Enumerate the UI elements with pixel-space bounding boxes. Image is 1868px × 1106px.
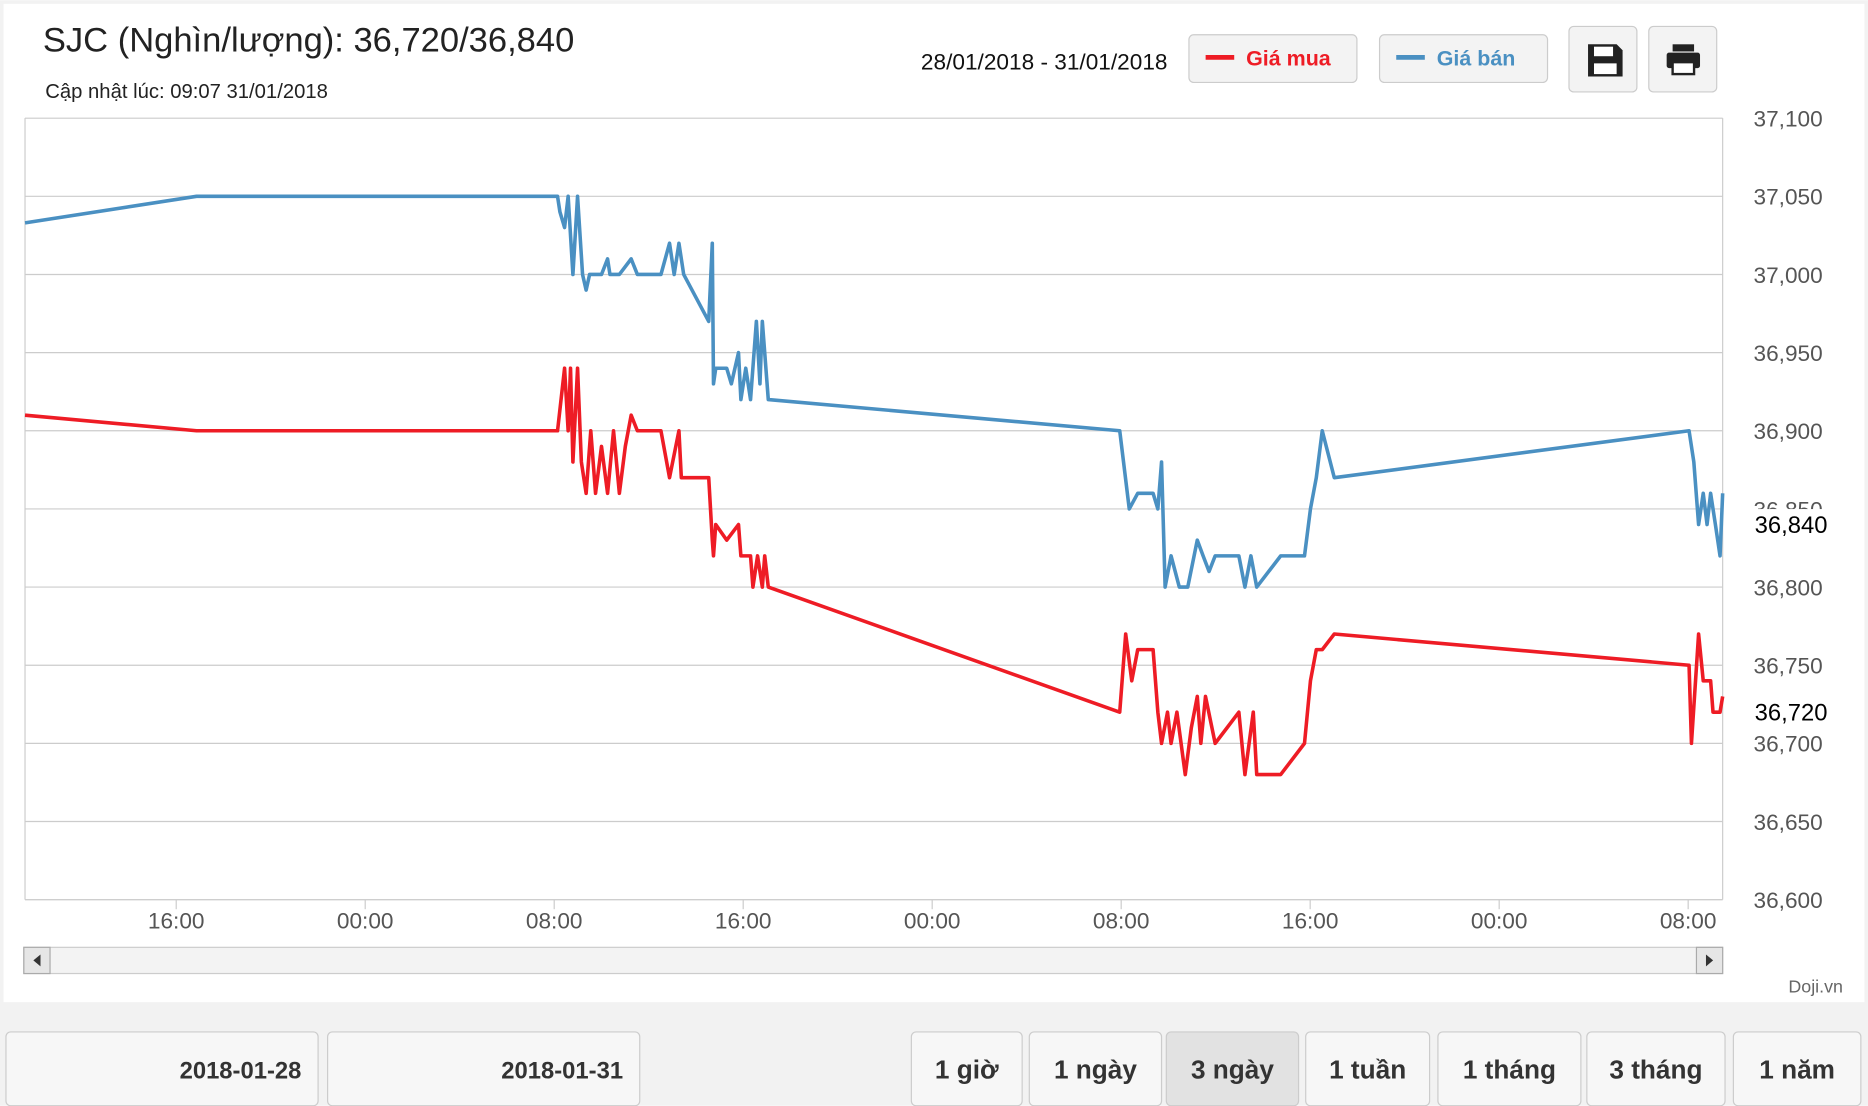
y-tick-label: 37,050 bbox=[1754, 185, 1823, 210]
range-button-label: 3 ngày bbox=[1191, 1054, 1274, 1084]
y-tick-label: 37,100 bbox=[1754, 107, 1823, 132]
range-button[interactable]: 3 tháng bbox=[1586, 1031, 1726, 1106]
x-tick-label: 08:00 bbox=[526, 908, 583, 933]
subtitle: Cập nhật lúc: 09:07 31/01/2018 bbox=[45, 81, 328, 103]
date-text: 2018-01-31 bbox=[501, 1057, 623, 1084]
range-button[interactable]: 1 giờ bbox=[910, 1031, 1023, 1106]
range-button[interactable]: 1 tháng bbox=[1437, 1031, 1582, 1106]
x-tick-label: 16:00 bbox=[1282, 908, 1339, 933]
scrollbar[interactable] bbox=[23, 946, 1724, 975]
y-tick-label: 36,700 bbox=[1754, 732, 1823, 757]
legend-label: Giá bán bbox=[1437, 47, 1516, 71]
last-value-label: 36,720 bbox=[1755, 699, 1828, 726]
x-tick-label: 08:00 bbox=[1660, 908, 1717, 933]
date-input[interactable]: 2018-01-31 bbox=[327, 1031, 641, 1106]
y-tick-label: 36,750 bbox=[1754, 654, 1823, 679]
x-tick-label: 16:00 bbox=[148, 908, 205, 933]
x-tick-label: 00:00 bbox=[337, 908, 394, 933]
x-tick-label: 00:00 bbox=[904, 908, 961, 933]
y-tick-label: 36,650 bbox=[1754, 810, 1823, 835]
range-button-label: 3 tháng bbox=[1609, 1054, 1702, 1084]
legend-button bbox=[1188, 34, 1358, 84]
range-button[interactable]: 1 tuần bbox=[1305, 1031, 1431, 1106]
x-tick-label: 08:00 bbox=[1093, 908, 1150, 933]
print-button[interactable] bbox=[1648, 25, 1718, 93]
legend-item[interactable]: Giá bán bbox=[1378, 34, 1549, 84]
last-value-label: 36,840 bbox=[1755, 512, 1828, 539]
legend-label: Giá mua bbox=[1246, 47, 1332, 71]
series-line bbox=[24, 366, 1725, 777]
y-tick-label: 36,950 bbox=[1754, 341, 1823, 366]
date-input[interactable]: 2018-01-28 bbox=[5, 1031, 319, 1106]
y-tick-label: 37,000 bbox=[1754, 263, 1823, 288]
range-button-label: 1 giờ bbox=[935, 1054, 999, 1084]
credit: Doji.vn bbox=[1788, 977, 1843, 997]
y-tick-label: 36,800 bbox=[1754, 575, 1823, 600]
save-button[interactable] bbox=[1568, 25, 1638, 93]
x-tick-label: 00:00 bbox=[1471, 908, 1528, 933]
x-tick-label: 16:00 bbox=[715, 908, 772, 933]
date-text: 2018-01-28 bbox=[180, 1057, 302, 1084]
y-tick-label: 36,900 bbox=[1754, 419, 1823, 444]
legend-button bbox=[1378, 34, 1549, 84]
range-button[interactable]: 1 năm bbox=[1732, 1031, 1862, 1106]
last-value-box bbox=[1739, 696, 1830, 728]
date-range: 28/01/2018 - 31/01/2018 bbox=[921, 49, 1168, 74]
chart-panel bbox=[3, 3, 1865, 1003]
range-button[interactable]: 3 ngày bbox=[1165, 1031, 1300, 1106]
legend-item[interactable]: Giá mua bbox=[1188, 34, 1358, 84]
range-button-label: 1 năm bbox=[1759, 1054, 1835, 1084]
chart-title: SJC (Nghìn/lượng): 36,720/36,840 bbox=[43, 21, 574, 59]
y-tick-label: 36,600 bbox=[1754, 888, 1823, 913]
range-button-label: 1 tháng bbox=[1463, 1054, 1556, 1084]
range-button-label: 1 ngày bbox=[1054, 1054, 1137, 1084]
range-button[interactable]: 1 ngày bbox=[1028, 1031, 1163, 1106]
range-button-label: 1 tuần bbox=[1329, 1054, 1406, 1084]
series-line bbox=[24, 194, 1725, 589]
last-value-box bbox=[1739, 509, 1830, 541]
